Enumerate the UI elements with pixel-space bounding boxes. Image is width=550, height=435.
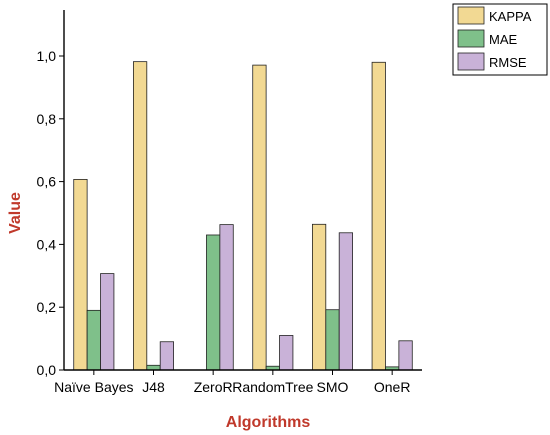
legend: KAPPA MAE RMSE: [452, 3, 548, 76]
bar-kappa-1: [132, 61, 148, 371]
legend-label-kappa: KAPPA: [489, 9, 532, 24]
bar-rmse-2: [219, 224, 234, 371]
bar-mae-2: [206, 234, 221, 371]
bar-rmse-4: [338, 232, 354, 371]
legend-label-rmse: RMSE: [489, 55, 527, 70]
x-tick-label: ZeroR: [194, 379, 233, 395]
legend-label-mae: MAE: [489, 32, 518, 47]
x-tick-label: Naïve Bayes: [54, 379, 133, 395]
y-tick-label: 0,0: [37, 362, 57, 378]
bar-kappa-5: [371, 61, 386, 371]
bar-kappa-0: [73, 178, 88, 371]
y-tick-label: 0,2: [37, 299, 57, 315]
y-tick-label: 1,0: [37, 48, 57, 64]
y-axis: 0,0 0,2 0,4 0,6 0,8 1,0: [37, 10, 65, 378]
y-tick-label: 0,8: [37, 111, 57, 127]
legend-swatch-kappa: [457, 6, 485, 25]
bar-rmse-0: [100, 273, 115, 371]
bar-mae-4: [325, 309, 340, 371]
x-tick-label: J48: [142, 379, 165, 395]
y-axis-title: Value: [7, 192, 24, 234]
y-tick-label: 0,4: [37, 236, 57, 252]
bar-rmse-3: [279, 335, 294, 371]
x-axis-title: Algorithms: [226, 414, 311, 431]
x-axis: Naïve Bayes J48 ZeroR RandomTree SMO OneR: [54, 369, 422, 395]
bar-mae-0: [86, 309, 101, 371]
bar-kappa-4: [311, 223, 327, 371]
x-tick-label: RandomTree: [232, 379, 313, 395]
bar-rmse-5: [398, 340, 413, 371]
bar-mae-1: [146, 364, 161, 371]
bar-rmse-1: [159, 341, 174, 371]
plot-area: [73, 61, 413, 371]
bar-kappa-3: [252, 64, 267, 371]
legend-swatch-mae: [457, 29, 485, 48]
x-tick-label: OneR: [374, 379, 411, 395]
legend-swatch-rmse: [457, 52, 485, 71]
y-tick-label: 0,6: [37, 174, 57, 190]
x-tick-label: SMO: [317, 379, 349, 395]
